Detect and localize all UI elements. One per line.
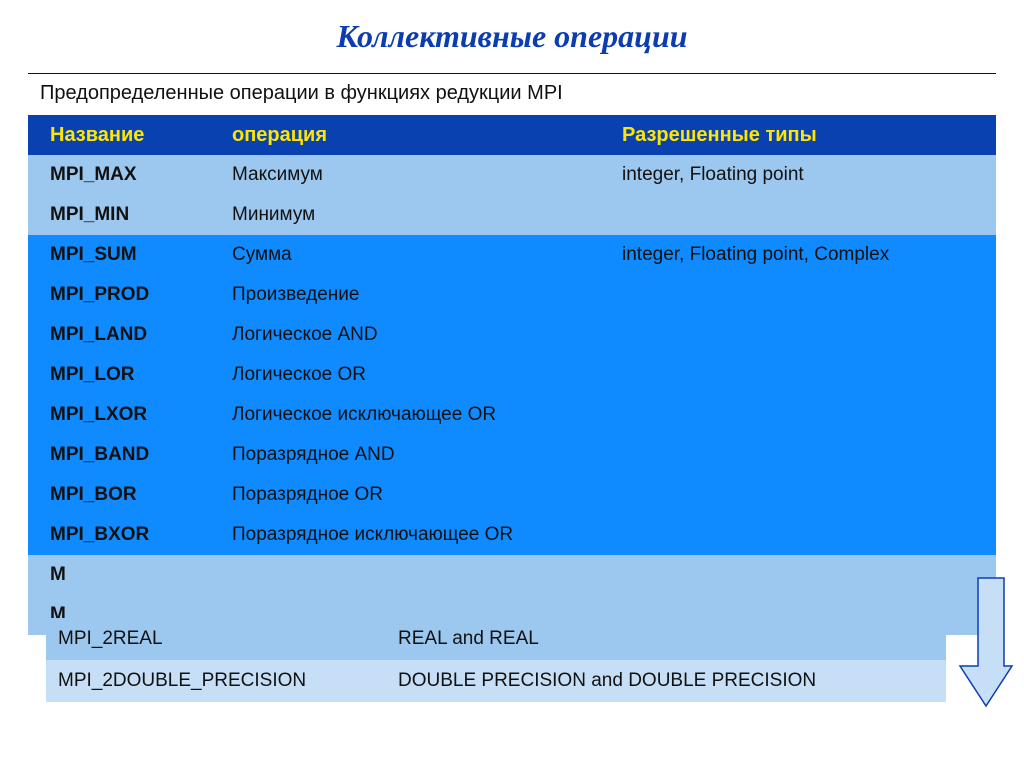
cell-operation: Произведение — [220, 284, 612, 306]
cell-name: MPI_MIN — [28, 204, 220, 226]
header-operation: операция — [220, 124, 612, 147]
table-row: MPI_SUMСуммаinteger, Floating point, Com… — [28, 235, 996, 275]
overlay-cell-name: MPI_2DOUBLE_PRECISION — [46, 670, 398, 692]
overlay-cell-types: REAL and REAL — [398, 628, 946, 650]
overlay-cell-types: DOUBLE PRECISION and DOUBLE PRECISION — [398, 670, 946, 692]
overlay-row: MPI_2DOUBLE_PRECISIONDOUBLE PRECISION an… — [46, 660, 946, 702]
cell-name: MPI_LXOR — [28, 404, 220, 426]
arrow-icon — [960, 578, 1012, 708]
cell-name: MPI_BOR — [28, 484, 220, 506]
overlay-table: MPI_2REALREAL and REALMPI_2DOUBLE_PRECIS… — [46, 618, 946, 702]
cell-name: MPI_LOR — [28, 364, 220, 386]
header-types: Разрешенные типы — [612, 124, 996, 147]
page-title: Коллективные операции — [0, 18, 1024, 55]
table-row: MPI_BANDПоразрядное AND — [28, 435, 996, 475]
table-row: MPI_LORЛогическое OR — [28, 355, 996, 395]
mpi-reduction-ops-table: Название операция Разрешенные типы MPI_M… — [28, 115, 996, 635]
table-header-row: Название операция Разрешенные типы — [28, 115, 996, 155]
cell-operation: Логическое AND — [220, 324, 612, 346]
cell-operation: Логическое OR — [220, 364, 612, 386]
cell-operation: Поразрядное исключающее OR — [220, 524, 612, 546]
cell-types: integer, Floating point, Complex — [612, 244, 996, 266]
cell-name: MPI_PROD — [28, 284, 220, 306]
header-name: Название — [28, 124, 220, 147]
subtitle: Предопределенные операции в функциях ред… — [40, 82, 1024, 105]
cell-operation: Поразрядное OR — [220, 484, 612, 506]
cell-operation: Максимум — [220, 164, 612, 186]
cell-name: M — [28, 564, 220, 586]
cell-types: integer, Floating point — [612, 164, 996, 186]
cell-name: MPI_BAND — [28, 444, 220, 466]
overlay-cell-name: MPI_2REAL — [46, 628, 398, 650]
divider — [28, 73, 996, 74]
cell-operation: Минимум — [220, 204, 612, 226]
table-row: MPI_LXORЛогическое исключающее OR — [28, 395, 996, 435]
table-row: MPI_BORПоразрядное OR — [28, 475, 996, 515]
cell-name: MPI_MAX — [28, 164, 220, 186]
table-row: MPI_BXORПоразрядное исключающее OR — [28, 515, 996, 555]
cell-name: MPI_BXOR — [28, 524, 220, 546]
table-row: M — [28, 555, 996, 595]
table-row: MPI_PRODПроизведение — [28, 275, 996, 315]
table-row: MPI_LANDЛогическое AND — [28, 315, 996, 355]
table-row: MPI_MINМинимум — [28, 195, 996, 235]
cell-operation: Поразрядное AND — [220, 444, 612, 466]
cell-name: MPI_SUM — [28, 244, 220, 266]
table-body: MPI_MAXМаксимумinteger, Floating pointMP… — [28, 155, 996, 635]
cell-name: MPI_LAND — [28, 324, 220, 346]
overlay-row: MPI_2REALREAL and REAL — [46, 618, 946, 660]
table-row: MPI_MAXМаксимумinteger, Floating point — [28, 155, 996, 195]
cell-operation: Сумма — [220, 244, 612, 266]
cell-operation: Логическое исключающее OR — [220, 404, 612, 426]
